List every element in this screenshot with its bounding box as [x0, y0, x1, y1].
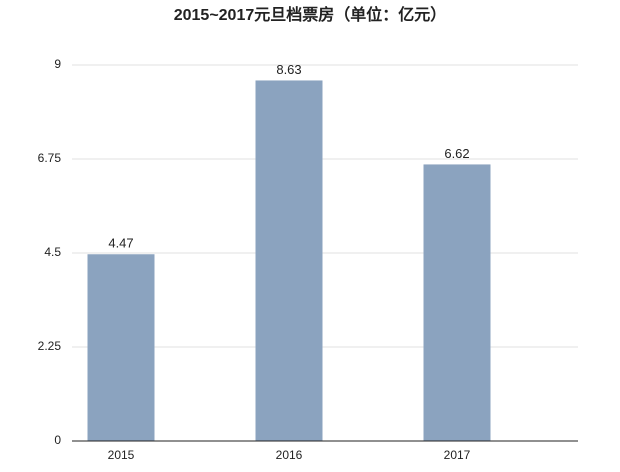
value-label: 8.63 [276, 62, 301, 77]
bar [87, 254, 155, 441]
chart-title: 2015~2017元旦档票房（单位：亿元） [174, 5, 447, 24]
value-label: 6.62 [444, 146, 469, 161]
x-tick-label: 2016 [276, 448, 303, 462]
x-tick-label: 2015 [108, 448, 135, 462]
y-tick-label: 4.5 [44, 245, 61, 259]
y-tick-label: 9 [54, 57, 61, 71]
bar [423, 164, 491, 442]
y-tick-label: 2.25 [38, 339, 62, 353]
bar [255, 80, 323, 442]
y-tick-label: 0 [54, 433, 61, 447]
x-tick-label: 2017 [444, 448, 471, 462]
value-label: 4.47 [108, 236, 133, 251]
y-tick-label: 6.75 [38, 151, 62, 165]
